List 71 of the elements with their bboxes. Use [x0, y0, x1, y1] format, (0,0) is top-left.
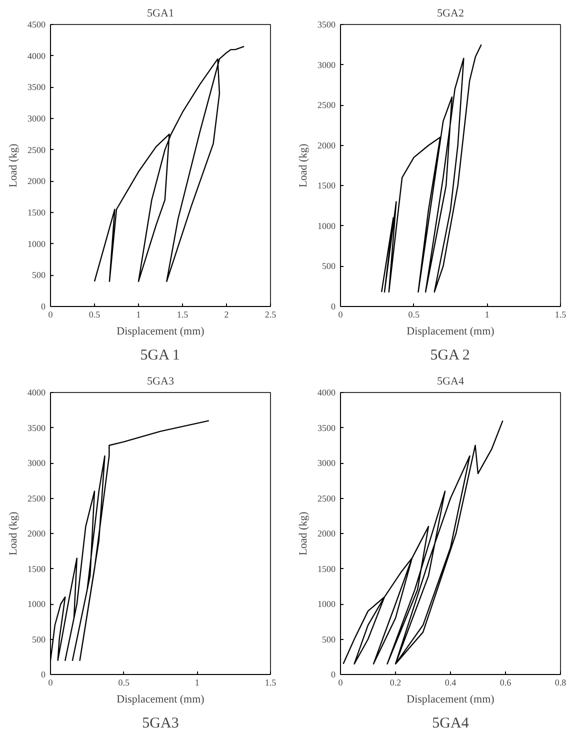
- y-tick-label: 500: [322, 634, 336, 644]
- y-tick-label: 0: [331, 302, 336, 312]
- y-tick-label: 3500: [28, 82, 46, 92]
- x-tick-label: 0.8: [554, 678, 567, 688]
- y-tick-label: 4000: [28, 388, 46, 398]
- text: 5GA 1: [140, 348, 180, 364]
- chart-title: 5GA2: [437, 8, 464, 20]
- x-tick-label: 0.5: [408, 310, 420, 320]
- x-tick-label: 0.4: [444, 678, 457, 688]
- text: 5GA4: [432, 716, 470, 732]
- y-tick-label: 3500: [28, 422, 46, 433]
- y-tick-label: 3500: [318, 422, 336, 433]
- y-tick-label: 500: [32, 270, 46, 280]
- x-tick-label: 1.5: [176, 310, 189, 320]
- x-axis-title: Displacement (mm): [116, 326, 205, 338]
- y-tick-label: 1000: [318, 599, 336, 609]
- y-tick-label: 2500: [28, 493, 46, 504]
- x-axis-title: Displacement (mm): [406, 326, 495, 338]
- y-axis-title: Load (kg): [8, 511, 20, 556]
- y-tick-label: 1000: [28, 599, 46, 609]
- y-tick-label: 500: [32, 634, 46, 644]
- y-tick-label: 3000: [28, 458, 46, 468]
- x-tick-label: 0: [48, 310, 54, 320]
- chart-title: 5GA3: [147, 376, 174, 388]
- y-tick-label: 0: [331, 670, 336, 680]
- y-tick-label: 3000: [318, 458, 336, 468]
- y-tick-label: 1000: [318, 220, 336, 231]
- y-tick-label: 2000: [28, 176, 46, 186]
- x-tick-label: 1.5: [264, 678, 277, 688]
- y-tick-label: 4000: [318, 388, 336, 398]
- text: 5GA 2: [430, 348, 470, 364]
- x-axis-title: Displacement (mm): [116, 694, 205, 706]
- y-tick-label: 1500: [318, 564, 336, 574]
- y-tick-label: 1500: [318, 180, 336, 191]
- y-tick-label: 2500: [318, 100, 336, 110]
- y-tick-label: 0: [41, 670, 46, 680]
- x-tick-label: 0.6: [500, 678, 512, 688]
- y-tick-label: 2000: [318, 528, 336, 538]
- y-tick-label: 4000: [28, 50, 46, 61]
- y-tick-label: 1500: [28, 208, 46, 218]
- y-tick-label: 0: [41, 302, 46, 312]
- y-tick-label: 3000: [318, 60, 336, 70]
- x-tick-label: 1: [194, 678, 200, 688]
- y-tick-label: 2000: [28, 528, 46, 538]
- chart-title: 5GA4: [437, 376, 464, 388]
- y-axis-title: Load (kg): [8, 143, 20, 188]
- y-tick-label: 500: [322, 261, 336, 272]
- y-axis-title: Load (kg): [298, 143, 310, 188]
- y-tick-label: 2000: [318, 140, 336, 150]
- x-tick-label: 2.5: [264, 310, 277, 320]
- x-axis-title: Displacement (mm): [406, 694, 495, 706]
- x-tick-label: 1: [136, 310, 141, 320]
- x-tick-label: 1: [484, 310, 490, 320]
- y-tick-label: 2500: [28, 144, 46, 155]
- x-tick-label: 0.2: [390, 678, 402, 688]
- text: 5GA3: [142, 716, 179, 732]
- x-tick-label: 0: [338, 678, 344, 688]
- x-tick-label: 1.5: [554, 310, 567, 320]
- x-tick-label: 0: [48, 678, 54, 688]
- y-tick-label: 3500: [318, 20, 336, 30]
- x-tick-label: 0.5: [88, 310, 101, 320]
- y-tick-label: 1000: [28, 238, 46, 249]
- y-tick-label: 4500: [28, 20, 46, 30]
- chart-title: 5GA1: [147, 8, 174, 20]
- y-tick-label: 3000: [28, 114, 46, 124]
- y-tick-label: 1500: [28, 564, 46, 574]
- x-tick-label: 0: [338, 310, 344, 320]
- y-axis-title: Load (kg): [298, 511, 310, 556]
- y-tick-label: 2500: [318, 493, 336, 504]
- x-tick-label: 0.5: [118, 678, 130, 688]
- x-tick-label: 2: [224, 310, 229, 320]
